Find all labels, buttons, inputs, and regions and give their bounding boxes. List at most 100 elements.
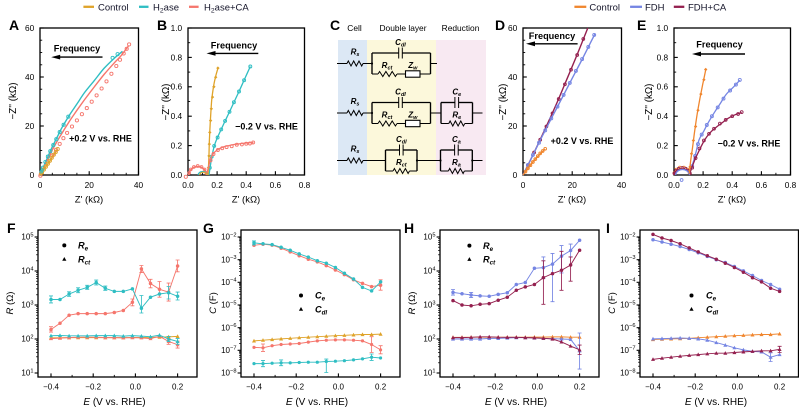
svg-text:10−8: 10−8 [221, 368, 236, 377]
svg-text:0.2: 0.2 [375, 383, 387, 392]
svg-text:−Z'' (kΩ): −Z'' (kΩ) [498, 84, 509, 121]
svg-text:0: 0 [513, 170, 518, 180]
svg-text:0.2: 0.2 [697, 180, 709, 190]
svg-text:Control: Control [98, 3, 129, 14]
svg-text:0: 0 [38, 180, 43, 190]
svg-text:C (F): C (F) [208, 292, 219, 314]
svg-text:0.0: 0.0 [130, 383, 142, 392]
svg-text:Frequency: Frequency [54, 43, 101, 53]
svg-text:Rct: Rct [382, 110, 394, 121]
svg-text:10−5: 10−5 [620, 300, 635, 309]
svg-text:10−7: 10−7 [620, 346, 635, 355]
svg-text:102: 102 [423, 334, 435, 343]
svg-text:Reduction: Reduction [442, 23, 480, 33]
svg-text:Re: Re [483, 241, 494, 253]
svg-text:101: 101 [423, 368, 435, 377]
svg-text:B: B [157, 17, 167, 33]
svg-text:10−7: 10−7 [221, 346, 236, 355]
svg-text:Rs: Rs [351, 48, 360, 59]
svg-text:−Z'' (kΩ): −Z'' (kΩ) [161, 84, 172, 121]
svg-text:20: 20 [508, 121, 518, 131]
svg-text:103: 103 [423, 300, 435, 309]
svg-text:C: C [330, 17, 340, 33]
svg-text:Cdl: Cdl [396, 135, 407, 146]
svg-text:20: 20 [25, 121, 35, 131]
svg-text:Rct: Rct [396, 158, 408, 169]
svg-text:Z' (kΩ): Z' (kΩ) [558, 195, 586, 206]
svg-text:−0.2 V vs. RHE: −0.2 V vs. RHE [718, 139, 781, 149]
svg-text:0.0: 0.0 [657, 170, 669, 180]
svg-text:0.4: 0.4 [726, 180, 738, 190]
svg-text:−0.2: −0.2 [85, 383, 101, 392]
svg-text:101: 101 [21, 368, 33, 377]
svg-text:Frequency: Frequency [211, 41, 258, 51]
svg-text:−Z'' (kΩ): −Z'' (kΩ) [8, 83, 19, 120]
svg-text:0.2: 0.2 [657, 141, 669, 151]
svg-text:0.2: 0.2 [211, 180, 223, 190]
svg-text:104: 104 [21, 266, 33, 275]
svg-text:20: 20 [568, 180, 578, 190]
svg-text:10−5: 10−5 [221, 300, 236, 309]
svg-text:E (V vs. RHE): E (V vs. RHE) [485, 397, 547, 408]
svg-text:−0.2 V vs. RHE: −0.2 V vs. RHE [235, 122, 298, 132]
svg-text:E: E [637, 17, 646, 33]
svg-text:0.2: 0.2 [574, 383, 586, 392]
svg-text:Frequency: Frequency [529, 31, 576, 41]
svg-text:+0.2 V vs. RHE: +0.2 V vs. RHE [69, 134, 132, 144]
svg-text:40: 40 [134, 180, 144, 190]
svg-text:40: 40 [25, 72, 35, 82]
svg-text:60: 60 [25, 23, 35, 33]
svg-text:Cdl: Cdl [395, 87, 406, 98]
svg-text:0.6: 0.6 [270, 180, 282, 190]
svg-text:10−4: 10−4 [221, 278, 236, 287]
svg-text:Control: Control [589, 3, 620, 14]
svg-text:H2ase+CA: H2ase+CA [204, 3, 249, 15]
svg-text:0.2: 0.2 [172, 383, 184, 392]
svg-text:0: 0 [30, 170, 35, 180]
svg-text:40: 40 [508, 72, 518, 82]
svg-text:1.0: 1.0 [657, 23, 669, 33]
svg-text:10−2: 10−2 [620, 232, 635, 241]
svg-text:0.6: 0.6 [657, 82, 669, 92]
svg-text:E (V vs. RHE): E (V vs. RHE) [83, 397, 145, 408]
svg-text:10−6: 10−6 [221, 323, 236, 332]
svg-text:G: G [203, 220, 214, 236]
svg-text:10−3: 10−3 [221, 255, 236, 264]
svg-text:102: 102 [21, 334, 33, 343]
svg-text:−0.2: −0.2 [288, 383, 304, 392]
svg-text:R (Ω): R (Ω) [407, 292, 418, 315]
svg-text:0.0: 0.0 [333, 383, 345, 392]
svg-text:0.8: 0.8 [171, 52, 183, 62]
svg-text:Ra: Ra [452, 158, 461, 169]
svg-text:Re: Re [452, 110, 461, 121]
svg-text:105: 105 [21, 232, 33, 241]
svg-text:F: F [7, 220, 16, 236]
svg-text:0.4: 0.4 [657, 111, 669, 121]
svg-text:104: 104 [423, 266, 435, 275]
svg-text:10−4: 10−4 [620, 278, 635, 287]
svg-text:0: 0 [521, 180, 526, 190]
svg-text:40: 40 [617, 180, 627, 190]
svg-text:Zw: Zw [407, 61, 418, 72]
svg-text:0.8: 0.8 [785, 180, 797, 190]
svg-text:0.8: 0.8 [657, 52, 669, 62]
svg-text:10−6: 10−6 [620, 323, 635, 332]
svg-text:0.6: 0.6 [756, 180, 768, 190]
svg-text:0.8: 0.8 [299, 180, 311, 190]
svg-text:Z' (kΩ): Z' (kΩ) [718, 195, 746, 206]
svg-text:103: 103 [21, 300, 33, 309]
svg-text:105: 105 [423, 232, 435, 241]
svg-text:20: 20 [85, 180, 95, 190]
svg-text:0.0: 0.0 [182, 180, 194, 190]
svg-text:−0.4: −0.4 [246, 383, 262, 392]
svg-text:Frequency: Frequency [696, 40, 743, 50]
svg-text:−0.2: −0.2 [687, 383, 703, 392]
svg-text:Zw: Zw [407, 110, 418, 121]
svg-text:C (F): C (F) [607, 292, 618, 314]
svg-text:10−3: 10−3 [620, 255, 635, 264]
svg-text:0.4: 0.4 [171, 111, 183, 121]
svg-text:Cell: Cell [347, 23, 362, 33]
svg-text:A: A [9, 17, 19, 33]
svg-text:Ce: Ce [315, 291, 326, 303]
svg-text:60: 60 [508, 23, 518, 33]
